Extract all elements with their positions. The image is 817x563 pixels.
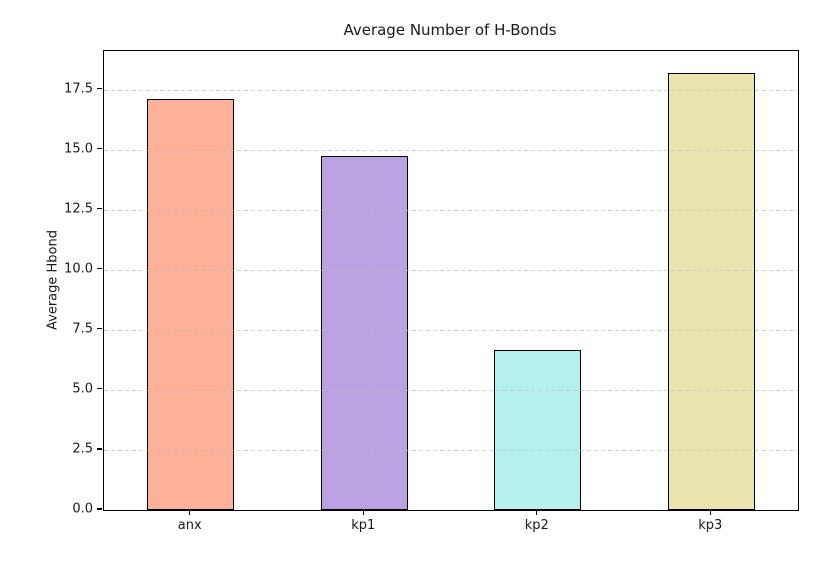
x-tick-mark [362,510,364,516]
gridline-y-10 [104,269,798,271]
y-tick-mark [97,148,102,150]
x-tick-label-kp3: kp3 [698,518,723,533]
y-tick-label: 5.0 [72,381,93,397]
bar-anx [147,99,235,510]
bar-kp2 [494,349,582,510]
y-axis-label: Average Hbond [45,230,61,330]
bar-kp1 [320,155,408,510]
x-tick-mark [536,510,538,516]
y-tick-mark [97,88,102,90]
y-tick-mark [97,328,102,330]
y-tick-mark [97,508,102,510]
plot-area [103,50,799,511]
y-tick-label: 7.5 [72,321,93,337]
gridline-y-5 [104,389,798,391]
y-tick-label: 17.5 [64,81,93,97]
y-tick-mark [97,268,102,270]
y-tick-label: 15.0 [64,141,93,157]
bar-kp3 [667,72,755,510]
y-tick-label: 10.0 [64,261,93,277]
chart-title: Average Number of H-Bonds [343,21,557,39]
x-tick-label-anx: anx [177,518,202,533]
gridline-y-2.5 [104,449,798,451]
x-tick-label-kp2: kp2 [524,518,549,533]
gridline-y-17.5 [104,89,798,91]
y-tick-label: 0.0 [72,501,93,517]
gridline-y-15 [104,149,798,151]
x-tick-mark [189,510,191,516]
x-tick-label-kp1: kp1 [351,518,376,533]
gridline-y-12.5 [104,209,798,211]
gridline-y-7.5 [104,329,798,331]
y-tick-mark [97,208,102,210]
y-tick-label: 2.5 [72,441,93,457]
y-tick-label: 12.5 [64,201,93,217]
x-tick-mark [709,510,711,516]
y-tick-mark [97,388,102,390]
y-tick-mark [97,448,102,450]
